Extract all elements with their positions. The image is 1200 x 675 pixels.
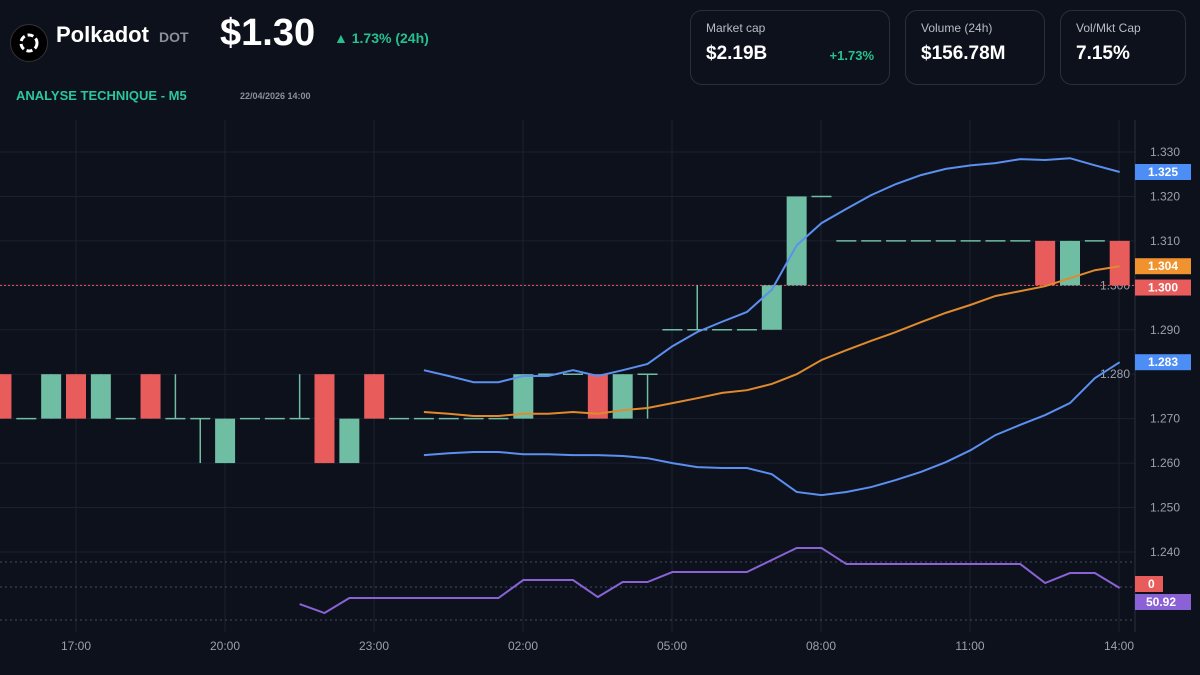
rsi-tag-label: 50.92 [1146, 595, 1176, 609]
price-tag [1135, 354, 1191, 371]
candle-bullish [90, 374, 111, 419]
stat-change: +1.73% [829, 48, 874, 63]
candle-bearish [314, 374, 335, 464]
y-tick-label: 1.270 [1150, 412, 1180, 426]
stat-label: Volume (24h) [921, 21, 993, 35]
candle-bullish [513, 374, 534, 419]
coin-name: Polkadot [56, 22, 149, 47]
y-tick-label: 1.310 [1150, 234, 1180, 248]
x-tick-label: 11:00 [955, 639, 984, 653]
bollinger-lower-line [423, 361, 1121, 497]
candle-bullish [761, 285, 782, 330]
volume-card: Volume (24h) $156.78M [905, 10, 1045, 85]
y-tick-label: 1.280 [1100, 367, 1130, 381]
candle-bearish [1109, 240, 1130, 286]
candle-bullish [41, 374, 62, 419]
bollinger-upper-line [423, 157, 1120, 384]
x-tick-label: 20:00 [210, 639, 240, 653]
candle-bearish [587, 374, 608, 419]
chart-datetime: 22/04/2026 14:00 [240, 91, 311, 101]
x-tick-label: 17:00 [61, 639, 91, 653]
candle-bullish [339, 418, 360, 464]
y-tick-label: 1.330 [1150, 145, 1180, 159]
polkadot-logo-icon [10, 24, 48, 62]
indicator-tag [1135, 576, 1163, 592]
price-tag-label: 1.300 [1148, 281, 1178, 295]
candle-bearish [0, 374, 12, 419]
y-tick-label: 1.260 [1150, 456, 1180, 470]
stat-value: 7.15% [1076, 43, 1130, 64]
price-tag [1135, 163, 1191, 180]
market-cap-card: Market cap $2.19B +1.73% [690, 10, 890, 85]
stat-value: $156.78M [921, 43, 1006, 64]
stat-label: Market cap [706, 21, 766, 35]
price-tag-label: 1.283 [1148, 355, 1178, 369]
indicator-tag-label: 0 [1148, 577, 1155, 591]
y-tick-label: 1.320 [1150, 189, 1180, 203]
candle-bullish [786, 196, 807, 286]
candle-bearish [1035, 240, 1056, 286]
stat-label: Vol/Mkt Cap [1076, 21, 1141, 35]
rsi-tag [1135, 594, 1191, 610]
coin-symbol: DOT [159, 29, 189, 45]
price-tag [1135, 279, 1191, 296]
price-tag-label: 1.304 [1148, 259, 1178, 273]
candle-bearish [364, 374, 385, 419]
x-tick-label: 08:00 [806, 639, 836, 653]
candle-bullish [612, 374, 633, 419]
price-tag [1135, 258, 1191, 275]
y-tick-label: 1.250 [1150, 501, 1180, 515]
x-tick-label: 02:00 [508, 639, 538, 653]
x-tick-label: 05:00 [657, 639, 687, 653]
price-change: ▲ 1.73% (24h) [334, 30, 429, 46]
x-tick-label: 14:00 [1104, 639, 1134, 653]
bollinger-middle-line [423, 265, 1120, 417]
candle-bullish [215, 418, 236, 464]
vol-mkt-cap-card: Vol/Mkt Cap 7.15% [1060, 10, 1186, 85]
y-tick-label: 1.240 [1150, 545, 1180, 559]
stat-value: $2.19B [706, 43, 768, 64]
rsi-line [299, 547, 1121, 615]
y-tick-label: 1.290 [1150, 323, 1180, 337]
price-tag-label: 1.325 [1148, 165, 1178, 179]
current-price: $1.30 [220, 12, 316, 54]
x-tick-label: 23:00 [359, 639, 389, 653]
chart-subtitle: ANALYSE TECHNIQUE - M5 [16, 88, 187, 103]
candle-bullish [1060, 240, 1080, 286]
candle-bearish [140, 374, 161, 419]
candle-bearish [66, 374, 86, 419]
